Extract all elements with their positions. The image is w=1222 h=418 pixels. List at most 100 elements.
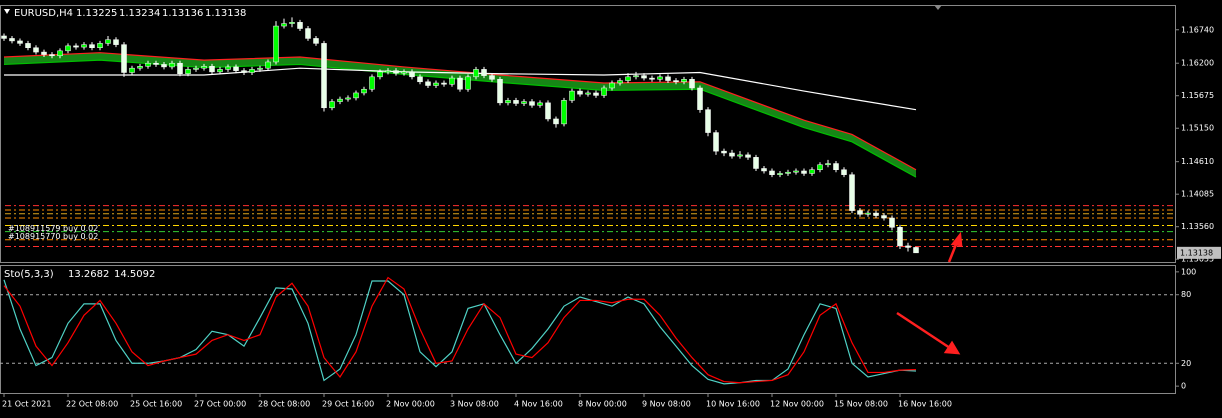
y-tick-label: 20 (1181, 359, 1191, 368)
candle-body (385, 70, 391, 73)
candle-body (25, 43, 31, 48)
candle-body (697, 87, 703, 110)
order-label: #108911579 buy 0.02 (8, 224, 98, 233)
candle-body (729, 152, 735, 157)
candle-body (593, 92, 599, 96)
candle-body (169, 62, 175, 68)
stoch-title: Sto(5,3,3) (4, 269, 54, 280)
arrow-shaft (896, 311, 951, 350)
order-label: #108915770 buy 0.02 (8, 232, 98, 241)
candle-body (457, 77, 463, 90)
candle-body (185, 69, 191, 74)
ohlc-high: 1.13234 (119, 8, 160, 19)
candle-body (257, 67, 263, 70)
candle-body (521, 101, 527, 104)
candle-body (337, 98, 343, 102)
candle-body (313, 38, 319, 44)
candle-body (841, 169, 847, 175)
candle-body (97, 43, 103, 48)
stoch-panel-frame (0, 265, 1176, 394)
candle-body (825, 163, 831, 166)
candle-body (857, 210, 863, 215)
candle-body (449, 77, 455, 85)
candle-body (721, 150, 727, 154)
candle-body (129, 67, 135, 73)
candle-body (177, 62, 183, 74)
candle-body (193, 67, 199, 70)
candle-body (329, 101, 335, 109)
candle-body (745, 154, 751, 158)
candle-body (225, 66, 231, 70)
candle-body (609, 82, 615, 89)
candle-body (409, 71, 415, 78)
candle-body (17, 40, 23, 44)
x-tick-label: 10 Nov 16:00 (706, 400, 760, 409)
candle-body (393, 70, 399, 74)
candle-body (441, 82, 447, 85)
x-tick-label: 2 Nov 00:00 (386, 400, 435, 409)
candle-body (553, 118, 559, 125)
candle-body (537, 102, 543, 106)
y-tick-label: 1.14085 (1181, 190, 1214, 199)
candle-body (545, 102, 551, 120)
y-tick-label: 1.15150 (1181, 124, 1214, 133)
candle-body (321, 43, 327, 109)
candle-body (345, 97, 351, 100)
y-tick-label: 1.16200 (1181, 59, 1214, 68)
candle-body (665, 76, 671, 81)
candle-body (89, 44, 95, 48)
annotation-arrow (896, 311, 961, 355)
menu-triangle (4, 9, 10, 14)
candle-body (585, 92, 591, 95)
candle-body (713, 132, 719, 152)
candle-body (793, 170, 799, 173)
candle-body (657, 76, 663, 80)
candle-body (761, 168, 767, 172)
candle-body (737, 154, 743, 157)
ohlc-open: 1.13225 (76, 8, 117, 19)
y-tick-label: 1.14610 (1181, 157, 1214, 166)
candle-body (801, 170, 807, 174)
candle-body (49, 54, 55, 57)
y-tick-label: 0 (1181, 382, 1186, 391)
candle-body (465, 76, 471, 90)
candle-body (297, 22, 303, 29)
candle-body (617, 80, 623, 84)
ohlc-close: 1.13138 (205, 8, 246, 19)
candle-body (265, 61, 271, 69)
candle-body (889, 217, 895, 228)
candle-body (161, 64, 167, 68)
candle-body (57, 50, 63, 57)
candle-body (433, 82, 439, 86)
candle-body (401, 71, 407, 74)
candle-body (273, 25, 279, 63)
candle-body (769, 170, 775, 175)
candle-body (561, 100, 567, 125)
candle-body (249, 69, 255, 73)
y-tick-label: 1.13035 (1181, 255, 1214, 264)
ma-ribbon (4, 52, 916, 178)
candle-body (601, 87, 607, 96)
x-tick-label: 9 Nov 08:00 (642, 400, 691, 409)
candle-body (481, 69, 487, 76)
candle-body (65, 45, 71, 52)
candle-body (753, 157, 759, 169)
candle-body (897, 227, 903, 247)
last-price-box (1177, 246, 1221, 259)
moving-average (3, 52, 917, 171)
candle-body (9, 38, 15, 42)
candle-body (785, 171, 791, 174)
x-tick-label: 27 Oct 00:00 (194, 400, 246, 409)
moving-average (4, 67, 917, 111)
y-tick-label: 80 (1181, 290, 1191, 299)
candle-body (913, 247, 919, 254)
candle-body (641, 75, 647, 79)
candle-body (377, 71, 383, 78)
x-tick-label: 8 Nov 00:00 (578, 400, 627, 409)
candle-body (369, 76, 375, 90)
x-tick-label: 29 Oct 16:00 (322, 400, 374, 409)
candle-body (73, 45, 79, 48)
candle-body (849, 174, 855, 211)
x-tick-label: 3 Nov 08:00 (450, 400, 499, 409)
